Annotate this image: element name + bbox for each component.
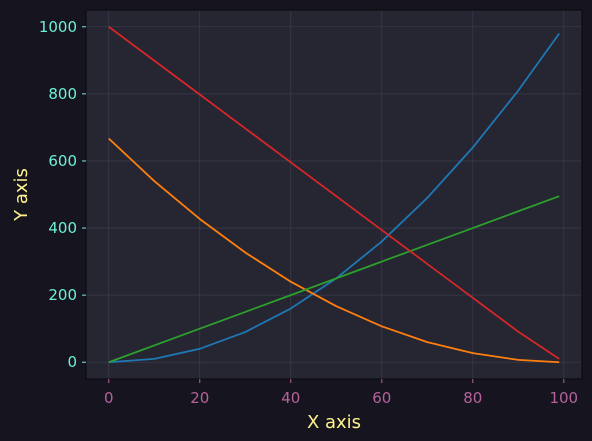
series-line-2: [108, 137, 560, 364]
x-axis-title: X axis: [307, 412, 361, 433]
x-tick-label: 40: [281, 389, 300, 407]
x-axis-ticks: 0 20 40 60 80 100: [104, 379, 578, 407]
y-tick-label: 600: [48, 152, 77, 170]
y-axis-ticks: 0 200 400 600 800 1000: [39, 18, 86, 371]
series-layer: [108, 26, 560, 364]
plot-frame: [85, 9, 583, 380]
x-tick-label: 0: [104, 389, 114, 407]
y-axis-title: Y axis: [11, 168, 32, 222]
series-line-3: [108, 195, 560, 364]
grid: [86, 10, 582, 379]
y-tick-label: 200: [48, 286, 77, 304]
y-tick-label: 800: [48, 85, 77, 103]
series-line-4: [108, 26, 560, 360]
y-tick-label: 400: [48, 219, 77, 237]
y-tick-label: 1000: [39, 18, 77, 36]
x-tick-label: 20: [190, 389, 209, 407]
x-tick-label: 100: [549, 389, 578, 407]
y-tick-label: 0: [67, 353, 77, 371]
x-tick-label: 80: [463, 389, 482, 407]
x-tick-label: 60: [372, 389, 391, 407]
